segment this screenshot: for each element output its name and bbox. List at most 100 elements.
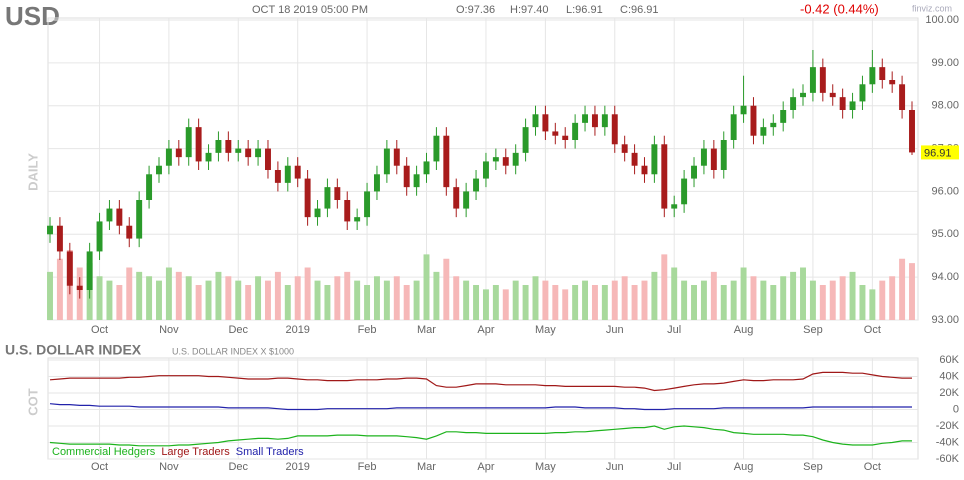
volume-bar (671, 267, 678, 320)
x-tick-label: Nov (159, 461, 179, 473)
volume-bar (185, 276, 192, 320)
volume-bar (839, 276, 846, 320)
candle-body (492, 157, 499, 162)
volume-bar (354, 280, 361, 320)
volume-bar (56, 258, 63, 320)
candle-body (185, 127, 192, 158)
volume-bar (433, 271, 440, 320)
candle-body (156, 165, 162, 175)
candle-body (611, 114, 618, 145)
candle-body (403, 165, 410, 188)
x-tick-label: Apr (477, 461, 494, 473)
candle-body (463, 191, 470, 209)
candle-body (284, 165, 291, 183)
volume-bar (175, 271, 182, 320)
candle-body (601, 114, 608, 128)
y-tick-label: -20K (936, 420, 960, 432)
candle-body (86, 251, 93, 290)
volume-bar (265, 280, 271, 320)
volume-bar (314, 280, 321, 320)
candle-body (235, 148, 242, 153)
candle-body (790, 97, 797, 110)
x-tick-label: Jul (667, 324, 681, 336)
volume-bar (423, 254, 430, 320)
x-tick-label: Oct (91, 461, 108, 473)
brand[interactable]: finviz.com (912, 3, 952, 13)
candle-body (314, 208, 321, 218)
volume-bar (413, 280, 420, 320)
candle-body (532, 114, 539, 128)
candle-body (146, 174, 153, 200)
datetime: OCT 18 2019 05:00 PM (252, 4, 368, 16)
candle-body (681, 178, 688, 205)
candle-body (760, 127, 767, 136)
volume-bar (780, 276, 787, 320)
last-price-label: 96.91 (924, 147, 952, 159)
candle-body (591, 114, 598, 128)
candle-body (641, 165, 648, 175)
volume-bar (364, 285, 371, 320)
volume-bar (116, 285, 123, 320)
volume-bar (720, 285, 727, 320)
candle-body (324, 187, 331, 209)
volume-bar (492, 285, 499, 320)
candle-body (255, 148, 262, 158)
low-price: L:96.91 (566, 4, 603, 16)
volume-bar (383, 280, 390, 320)
candle-body (859, 84, 866, 102)
volume-bar (849, 271, 856, 320)
candle-body (819, 67, 826, 93)
volume-bar (284, 285, 291, 320)
candle-body (502, 157, 509, 166)
volume-bar (681, 280, 688, 320)
cot-line (49, 403, 912, 411)
candle-body (126, 225, 133, 239)
volume-bar (473, 285, 480, 320)
candle-body (383, 148, 390, 175)
candle-body (443, 135, 450, 188)
y-tick-label: 20K (939, 387, 959, 399)
volume-bar (542, 280, 549, 320)
x-tick-label: Jun (606, 461, 624, 473)
cot-line (49, 425, 912, 447)
candle-body (47, 225, 53, 235)
x-tick-label: Feb (358, 324, 377, 336)
candle-body (215, 140, 222, 153)
volume-bar (463, 280, 470, 320)
volume-bar (373, 276, 380, 320)
volume-bar (146, 276, 153, 320)
candle-body (334, 187, 341, 200)
candle-body (770, 122, 777, 128)
candle-body (294, 165, 301, 179)
candle-body (631, 152, 638, 166)
x-tick-label: Mar (417, 461, 436, 473)
candle-body (651, 144, 658, 175)
volume-bar (800, 267, 806, 320)
candle-body (800, 92, 806, 98)
volume-bar (790, 271, 797, 320)
volume-bar (562, 289, 569, 320)
x-tick-label: Mar (417, 324, 436, 336)
volume-bar (136, 271, 143, 320)
candle-body (373, 174, 380, 192)
candle-body (116, 208, 123, 226)
candle-body (562, 135, 569, 140)
y-tick-label: 96.00 (931, 185, 959, 197)
y-tick-label: -60K (936, 453, 960, 465)
y-tick-label: 0 (953, 403, 959, 415)
candle-body (879, 67, 886, 80)
candle-body (889, 80, 896, 85)
candle-body (354, 217, 361, 222)
volume-bar (859, 285, 866, 320)
open-price: O:97.36 (456, 4, 495, 16)
volume-bar (740, 267, 747, 320)
x-tick-label: Dec (228, 461, 248, 473)
candle-body (56, 225, 63, 252)
price-change: -0.42 (0.44%) (800, 1, 879, 16)
volume-bar (601, 285, 608, 320)
candle-body (195, 127, 202, 162)
candle-body (700, 148, 707, 166)
high-price: H:97.40 (510, 4, 549, 16)
volume-bar (502, 289, 509, 320)
